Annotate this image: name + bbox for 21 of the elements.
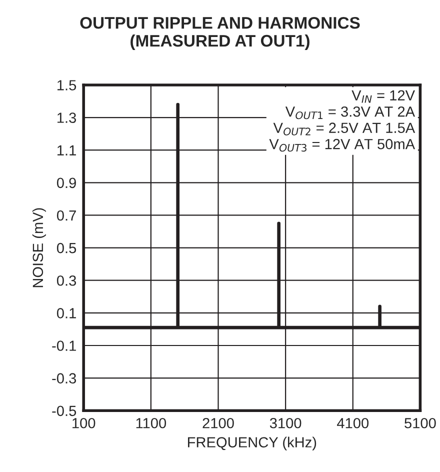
y-tick-label: 0.7	[56, 210, 76, 221]
x-tick-label: 2100	[202, 418, 234, 428]
x-tick-label: 3100	[270, 418, 302, 428]
y-tick-label: 0.1	[56, 308, 76, 318]
x-tick-label: 1100	[136, 418, 166, 428]
y-tick-label: 0.5	[56, 242, 76, 254]
y-tick-label: -0.1	[52, 340, 76, 351]
y-tick-label: 1.5	[57, 80, 76, 90]
x-tick-label: 4100	[336, 418, 369, 428]
x-tick-label: 5100	[404, 418, 436, 428]
y-tick-label: 0.9	[56, 178, 76, 188]
y-tick-label: -0.3	[52, 373, 76, 384]
text: V$_{IN}$ = 12V V$_{OUT1}$ = 3.3V AT 2A V$_{OUT2}$ = 2.5V AT 1.5A V$_{OUT3}$ = 12V AT 50mA	[269, 90, 416, 152]
x-axis-title: FREQUENCY (kHz)	[188, 436, 316, 450]
x-tick-label: 100	[72, 418, 96, 428]
y-tick-label: 1.1	[57, 145, 76, 156]
y-tick-label: -0.5	[52, 406, 76, 416]
y-tick-label: 1.3	[57, 112, 76, 123]
chart-title: OUTPUT RIPPLE AND HARMONICS (MEASURED AT OUT1)	[80, 16, 360, 50]
y-tick-label: 0.3	[56, 275, 76, 286]
y-axis-title: NOISE (mV)	[32, 208, 46, 288]
